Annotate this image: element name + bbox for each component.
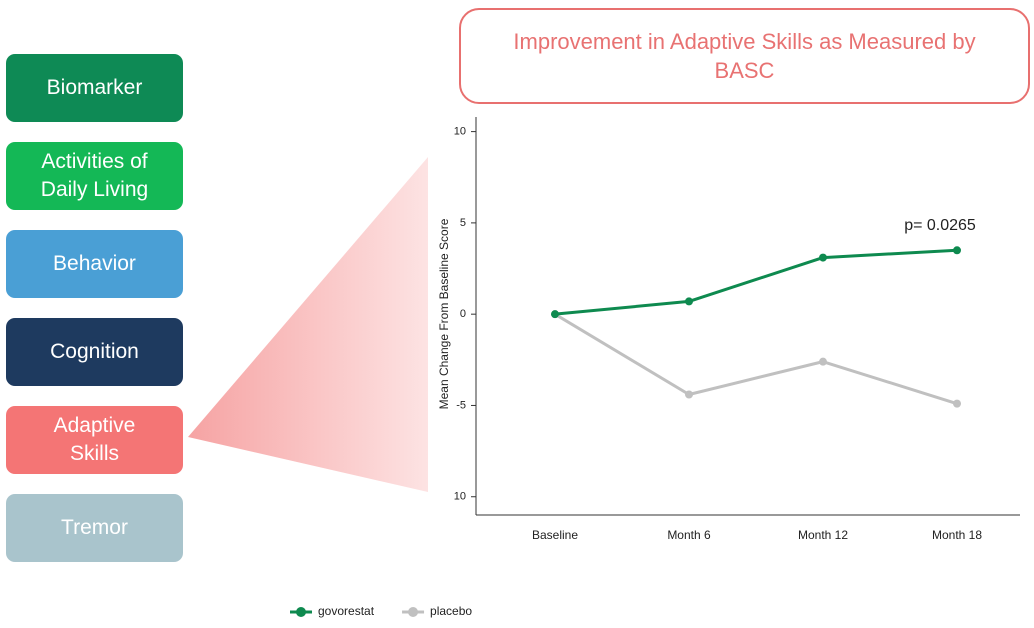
menu-item[interactable]: Tremor	[6, 494, 183, 562]
y-tick-label: -5	[456, 399, 466, 411]
series-line	[554, 248, 958, 316]
annotation: p= 0.0265	[904, 217, 976, 234]
zoom-cone	[188, 157, 428, 492]
y-tick-label: 10	[454, 491, 466, 503]
legend-label: govorestat	[318, 604, 375, 618]
legend-swatch-dot	[408, 607, 419, 617]
legend-label: placebo	[430, 604, 472, 618]
menu-item[interactable]: Adaptive Skills	[6, 406, 183, 474]
x-tick-label: Month 12	[798, 528, 848, 542]
y-tick-label: 5	[460, 217, 466, 229]
x-tick-label: Month 6	[667, 528, 711, 542]
menu-item[interactable]: Biomarker	[6, 54, 183, 122]
chart-title: Improvement in Adaptive Skills as Measur…	[459, 8, 1030, 104]
x-tick-label: Month 18	[932, 528, 982, 542]
point	[685, 297, 693, 306]
point	[953, 399, 961, 408]
point	[685, 390, 693, 399]
legend-swatch-dot	[296, 607, 306, 617]
y-tick-label: 0	[460, 308, 466, 320]
menu-item[interactable]: Behavior	[6, 230, 183, 298]
point	[953, 246, 961, 255]
point	[819, 253, 827, 262]
x-tick-label: Baseline	[532, 528, 578, 542]
menu-item[interactable]: Cognition	[6, 318, 183, 386]
point	[819, 357, 827, 366]
y-axis-label: Mean Change From Baseline Score	[437, 218, 451, 409]
menu-item[interactable]: Activities of Daily Living	[6, 142, 183, 210]
point	[551, 310, 559, 319]
series-line	[554, 312, 958, 406]
y-tick-label: 10	[454, 126, 466, 138]
